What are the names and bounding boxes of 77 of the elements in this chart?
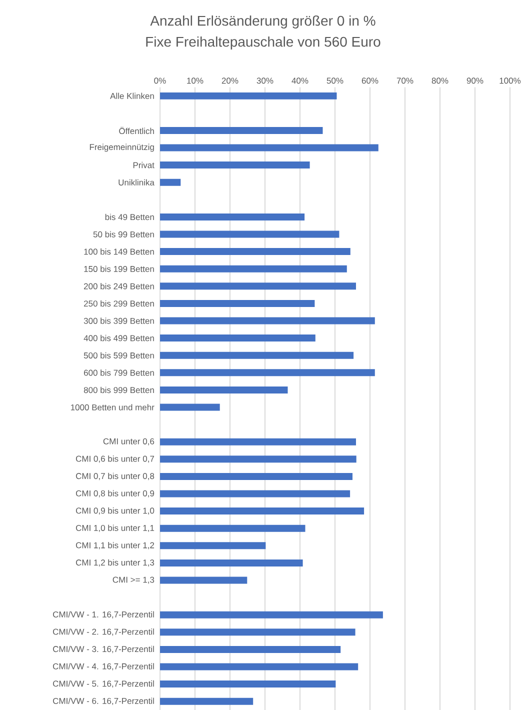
bar <box>160 542 266 550</box>
y-tick-label: CMI/VW - 6. 16,7-Perzentil <box>53 698 154 705</box>
y-tick-label: 200 bis 249 Betten <box>84 283 154 290</box>
x-tick-label: 50% <box>326 78 344 84</box>
y-tick-label: 800 bis 999 Betten <box>84 386 154 394</box>
x-tick-label: 20% <box>222 78 238 84</box>
x-tick-label: 60% <box>362 78 378 84</box>
bar <box>160 352 354 359</box>
bar <box>160 680 336 688</box>
bar <box>160 404 220 411</box>
bar <box>160 559 303 566</box>
y-tick-label: 250 bis 299 Betten <box>84 300 154 307</box>
bar <box>160 456 356 463</box>
y-tick-label: Alle Klinken <box>110 92 154 99</box>
y-tick-label: 300 bis 399 Betten <box>84 318 154 324</box>
y-tick-label: CMI 1,2 bis unter 1,3 <box>76 559 154 567</box>
bar <box>160 508 364 515</box>
x-tick-label: 70% <box>396 78 414 84</box>
bar <box>160 265 347 272</box>
bar <box>160 611 383 618</box>
x-tick-label: 100% <box>500 78 521 84</box>
bar <box>160 300 315 307</box>
chart-title: Anzahl Erlösänderung größer 0 in % <box>150 15 376 29</box>
y-tick-label: 100 bis 149 Betten <box>84 248 154 255</box>
x-tick-label: 90% <box>466 78 484 84</box>
bar <box>160 698 254 705</box>
x-tick-label: 0% <box>154 78 166 84</box>
y-tick-label: CMI >= 1,3 <box>112 576 154 584</box>
y-tick-label: CMI/VW - 3. 16,7-Perzentil <box>53 646 154 654</box>
x-tick-label: 30% <box>256 78 274 84</box>
y-tick-label: 50 bis 99 Betten <box>93 231 154 238</box>
y-tick-label: Öffentlich <box>119 126 154 134</box>
y-tick-label: 500 bis 599 Betten <box>84 352 154 358</box>
y-tick-label: CMI 1,0 bis unter 1,1 <box>76 524 154 532</box>
bar <box>160 386 288 394</box>
bar <box>160 472 352 480</box>
y-tick-label: 1000 Betten und mehr <box>70 404 154 410</box>
bar <box>160 646 341 653</box>
x-tick-label: 40% <box>292 78 308 84</box>
y-tick-label: CMI 0,6 bis unter 0,7 <box>76 456 154 463</box>
y-tick-label: CMI 0,8 bis unter 0,9 <box>76 490 154 498</box>
chart-subtitle: Fixe Freihaltepauschale von 560 Euro <box>146 36 380 50</box>
y-tick-label: CMI/VW - 1. 16,7-Perzentil <box>53 611 154 618</box>
y-tick-label: CMI 0,7 bis unter 0,8 <box>76 472 154 480</box>
bar <box>160 490 350 498</box>
y-tick-label: CMI unter 0,6 <box>103 438 154 446</box>
x-tick-label: 10% <box>187 78 204 84</box>
y-tick-label: CMI/VW - 5. 16,7-Perzentil <box>53 680 154 688</box>
y-tick-label: 400 bis 499 Betten <box>84 334 154 342</box>
bar <box>160 576 248 584</box>
y-tick-label: CMI/VW - 4. 16,7-Perzentil <box>53 663 154 670</box>
bar <box>160 213 305 220</box>
bar <box>160 92 337 100</box>
bar <box>160 317 375 324</box>
bar <box>160 369 375 376</box>
bar <box>160 524 306 532</box>
y-tick-label: Uniklinika <box>118 179 154 186</box>
y-tick-label: CMI 0,9 bis unter 1,0 <box>76 507 154 515</box>
y-tick-label: Privat <box>133 162 154 168</box>
bar <box>160 230 340 238</box>
bar <box>160 628 356 636</box>
y-tick-label: CMI 1,1 bis unter 1,2 <box>76 542 154 550</box>
y-tick-label: Freigemeinnützig <box>90 144 154 152</box>
y-tick-label: CMI/VW - 2. 16,7-Perzentil <box>53 628 154 636</box>
x-tick-label: 80% <box>432 78 448 84</box>
bar <box>160 438 356 446</box>
bar <box>160 334 316 342</box>
y-tick-label: bis 49 Betten <box>105 214 154 220</box>
bar <box>160 248 350 256</box>
bar <box>160 663 358 670</box>
y-tick-label: 600 bis 799 Betten <box>84 370 154 376</box>
bar <box>160 178 181 186</box>
bar <box>160 162 310 169</box>
y-tick-label: 150 bis 199 Betten <box>84 266 154 272</box>
bar <box>160 144 378 152</box>
bar <box>160 126 323 134</box>
bar <box>160 282 356 290</box>
